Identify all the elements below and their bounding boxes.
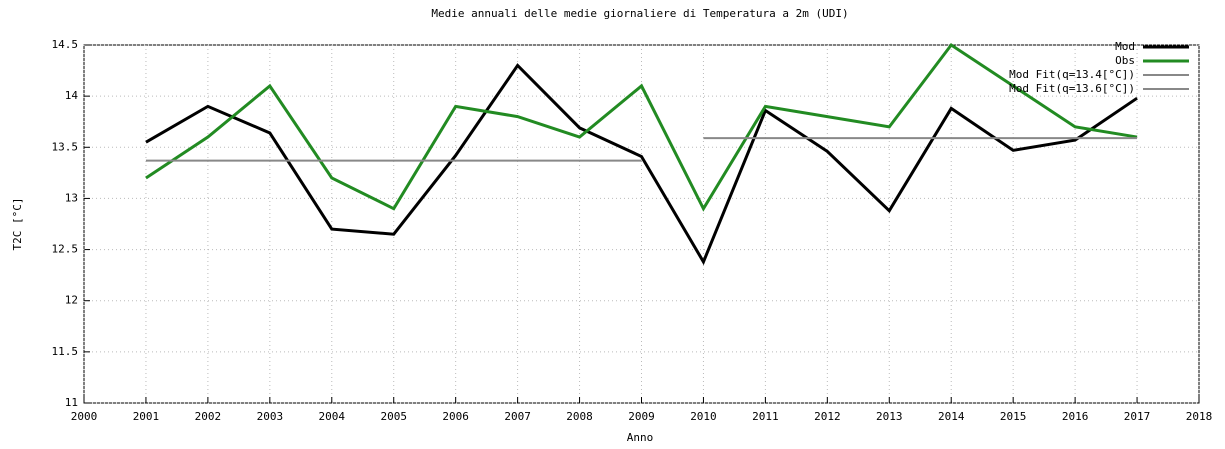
x-tick-label: 2001: [133, 410, 160, 423]
x-tick-label: 2011: [752, 410, 779, 423]
x-tick-label: 2015: [1000, 410, 1027, 423]
legend-label: Obs: [1115, 54, 1135, 67]
legend-label: Mod Fit(q=13.4[°C]): [1009, 68, 1135, 81]
x-tick-label: 2000: [71, 410, 98, 423]
x-tick-label: 2003: [257, 410, 284, 423]
x-tick-label: 2010: [690, 410, 717, 423]
x-tick-label: 2017: [1124, 410, 1151, 423]
x-tick-label: 2008: [566, 410, 593, 423]
y-tick-label: 14: [65, 89, 79, 102]
chart-title: Medie annuali delle medie giornaliere di…: [431, 7, 848, 20]
y-axis-label: T2C [°C]: [11, 198, 24, 251]
y-tick-label: 12.5: [52, 243, 79, 256]
x-tick-label: 2009: [628, 410, 655, 423]
x-tick-label: 2014: [938, 410, 965, 423]
y-tick-label: 11: [65, 396, 78, 409]
x-tick-label: 2018: [1186, 410, 1213, 423]
x-tick-label: 2007: [504, 410, 531, 423]
y-tick-label: 13.5: [52, 140, 79, 153]
x-tick-label: 2004: [319, 410, 346, 423]
y-tick-label: 13: [65, 191, 78, 204]
x-tick-label: 2002: [195, 410, 222, 423]
series-line: [145, 42, 1138, 212]
y-tick-label: 11.5: [52, 345, 79, 358]
legend-label: Mod Fit(q=13.6[°C]): [1009, 82, 1135, 95]
x-tick-label: 2005: [380, 410, 407, 423]
legend-label: Mod: [1115, 40, 1135, 53]
x-tick-label: 2013: [876, 410, 903, 423]
x-tick-label: 2016: [1062, 410, 1089, 423]
x-tick-label: 2012: [814, 410, 841, 423]
y-tick-label: 14.5: [52, 38, 79, 51]
x-axis-label: Anno: [627, 431, 654, 444]
series-line: [145, 63, 1138, 266]
y-tick-label: 12: [65, 294, 78, 307]
x-tick-label: 2006: [442, 410, 469, 423]
